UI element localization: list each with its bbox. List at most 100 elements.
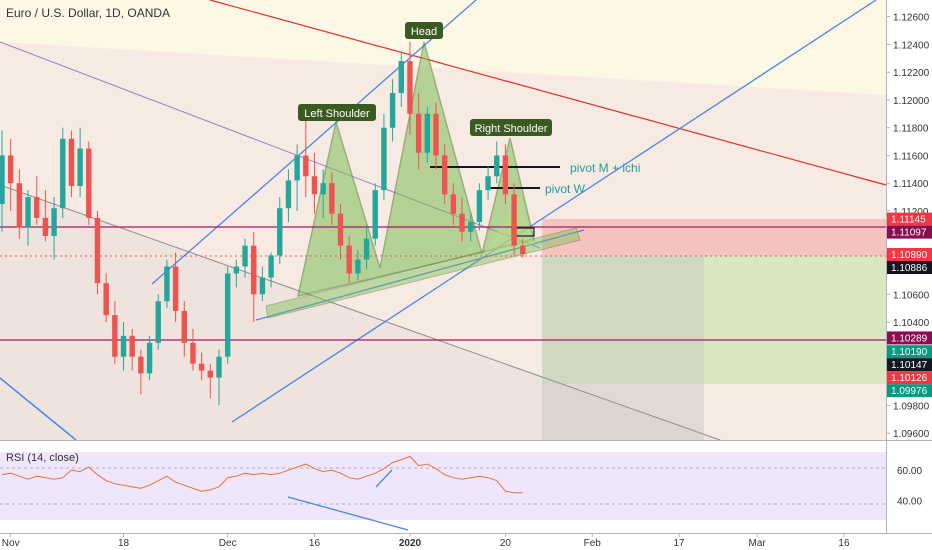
pivot-w-label: pivot W — [545, 182, 586, 196]
price-badge — [887, 248, 932, 262]
candle-body — [381, 127, 387, 191]
candle-body — [398, 61, 404, 93]
candle-body — [172, 266, 179, 311]
candle-body — [7, 155, 14, 184]
candle-body — [25, 197, 31, 228]
price-tick-label: 1.12400 — [893, 40, 930, 51]
candle-body — [86, 148, 92, 218]
price-badge-label: 1.10886 — [891, 263, 928, 274]
candle-body — [60, 138, 66, 209]
candle-body — [259, 277, 266, 295]
time-tick-label: Dec — [219, 538, 237, 549]
price-badge — [887, 371, 932, 385]
rsi-title: RSI (14, close) — [6, 452, 79, 464]
candle-body — [207, 370, 214, 378]
head-shoulders-polygon — [297, 41, 535, 298]
candle-body — [16, 183, 23, 228]
price-tick-label: 1.10600 — [893, 290, 930, 301]
rsi-tick-label: 40.00 — [897, 496, 922, 507]
candle-body — [164, 266, 170, 302]
candle-body — [34, 197, 40, 218]
price-tick-label: 1.12200 — [893, 68, 930, 79]
candle-body — [389, 92, 396, 128]
price-badge — [887, 212, 932, 226]
candle-body — [476, 190, 483, 223]
candle-body — [268, 255, 274, 278]
price-tick-label: 1.11400 — [893, 179, 929, 190]
rsi-tick-label: 60.00 — [897, 466, 922, 477]
time-tick-label: Feb — [584, 538, 602, 549]
candle-body — [146, 342, 153, 374]
candle-body — [502, 155, 509, 195]
candle-body — [190, 342, 196, 364]
candle-body — [468, 222, 474, 232]
candle-body — [303, 155, 309, 177]
candle-body — [120, 335, 127, 357]
price-axis-ticks: 1.12600 1.12400 1.12200 1.12000 1.11800 1.116… — [886, 13, 930, 440]
candle-body — [42, 217, 49, 236]
price-badge-label: 1.10147 — [891, 360, 928, 371]
price-badge-label: 1.09976 — [891, 386, 928, 397]
candle-body — [112, 315, 118, 357]
candle-body — [277, 208, 283, 256]
price-badge — [887, 225, 932, 239]
right-shoulder-label-text: Right Shoulder — [475, 123, 548, 135]
price-tick-label: 1.10400 — [893, 318, 930, 329]
head-label: Head — [405, 22, 443, 39]
head-label-box — [405, 22, 443, 39]
candle-body — [242, 245, 248, 267]
price-badge — [887, 358, 932, 372]
candle-body — [294, 155, 300, 181]
price-badge-label: 1.10890 — [891, 250, 928, 261]
head-label-text: Head — [411, 26, 437, 38]
price-tick-label: 1.12600 — [893, 13, 930, 24]
rsi-axis-ticks: 60.00 40.00 — [897, 466, 922, 507]
take-profit-zone — [542, 256, 886, 384]
price-badge — [887, 261, 932, 275]
candle-body — [198, 363, 205, 371]
price-tick-label: 1.11600 — [893, 151, 929, 162]
price-tick-label: 1.09800 — [893, 401, 930, 412]
left-shoulder-label-text: Left Shoulder — [304, 108, 370, 120]
right-shoulder-label-box — [470, 119, 552, 136]
candle-body — [337, 213, 344, 246]
rsi-line — [1, 455, 523, 494]
time-tick-label: Mar — [749, 538, 767, 549]
candle-body — [329, 183, 335, 214]
channel-upper-line — [151, 0, 477, 285]
price-badge-label: 1.11145 — [891, 215, 926, 226]
candle-body — [155, 301, 161, 343]
candle-body — [233, 266, 240, 274]
price-axis-badges: 1.11145 1.11097 1.10890 1.10886 1.10289 1.101… — [887, 212, 932, 398]
time-tick-label: 16 — [309, 538, 321, 549]
rsi-divergence-line-2 — [287, 496, 409, 531]
price-badge-label: 1.11097 — [891, 228, 927, 239]
time-tick-label: Nov — [2, 538, 20, 549]
price-badge — [887, 384, 932, 398]
candle-body — [459, 213, 465, 232]
candle-body — [103, 283, 109, 316]
candle-body — [68, 138, 75, 186]
candle-body — [433, 113, 439, 156]
time-axis-ticks: Nov 18 Dec 16 2020 20 Feb 17 Mar 16 — [2, 533, 850, 549]
candle-body — [285, 180, 292, 209]
candle-body — [216, 356, 222, 378]
rsi-divergence-line-1 — [375, 469, 393, 488]
candle-body — [407, 61, 413, 114]
price-tick-label: 1.11800 — [893, 124, 929, 135]
price-badge-label: 1.10126 — [891, 373, 928, 384]
candle-body — [511, 194, 517, 246]
candle-body — [372, 190, 378, 239]
candle-body — [355, 259, 361, 274]
symbol-title: Euro / U.S. Dollar, 1D, OANDA — [6, 6, 171, 20]
candle-body — [51, 208, 57, 236]
candle-body — [520, 245, 526, 255]
price-tick-label: 1.12000 — [893, 96, 930, 107]
projection-box — [542, 256, 704, 440]
candle-body — [138, 356, 144, 374]
price-tick-label: 1.11200 — [893, 207, 929, 218]
right-shoulder-label: Right Shoulder — [470, 119, 552, 136]
candle-body — [424, 113, 431, 153]
left-shoulder-label: Left Shoulder — [298, 104, 376, 121]
